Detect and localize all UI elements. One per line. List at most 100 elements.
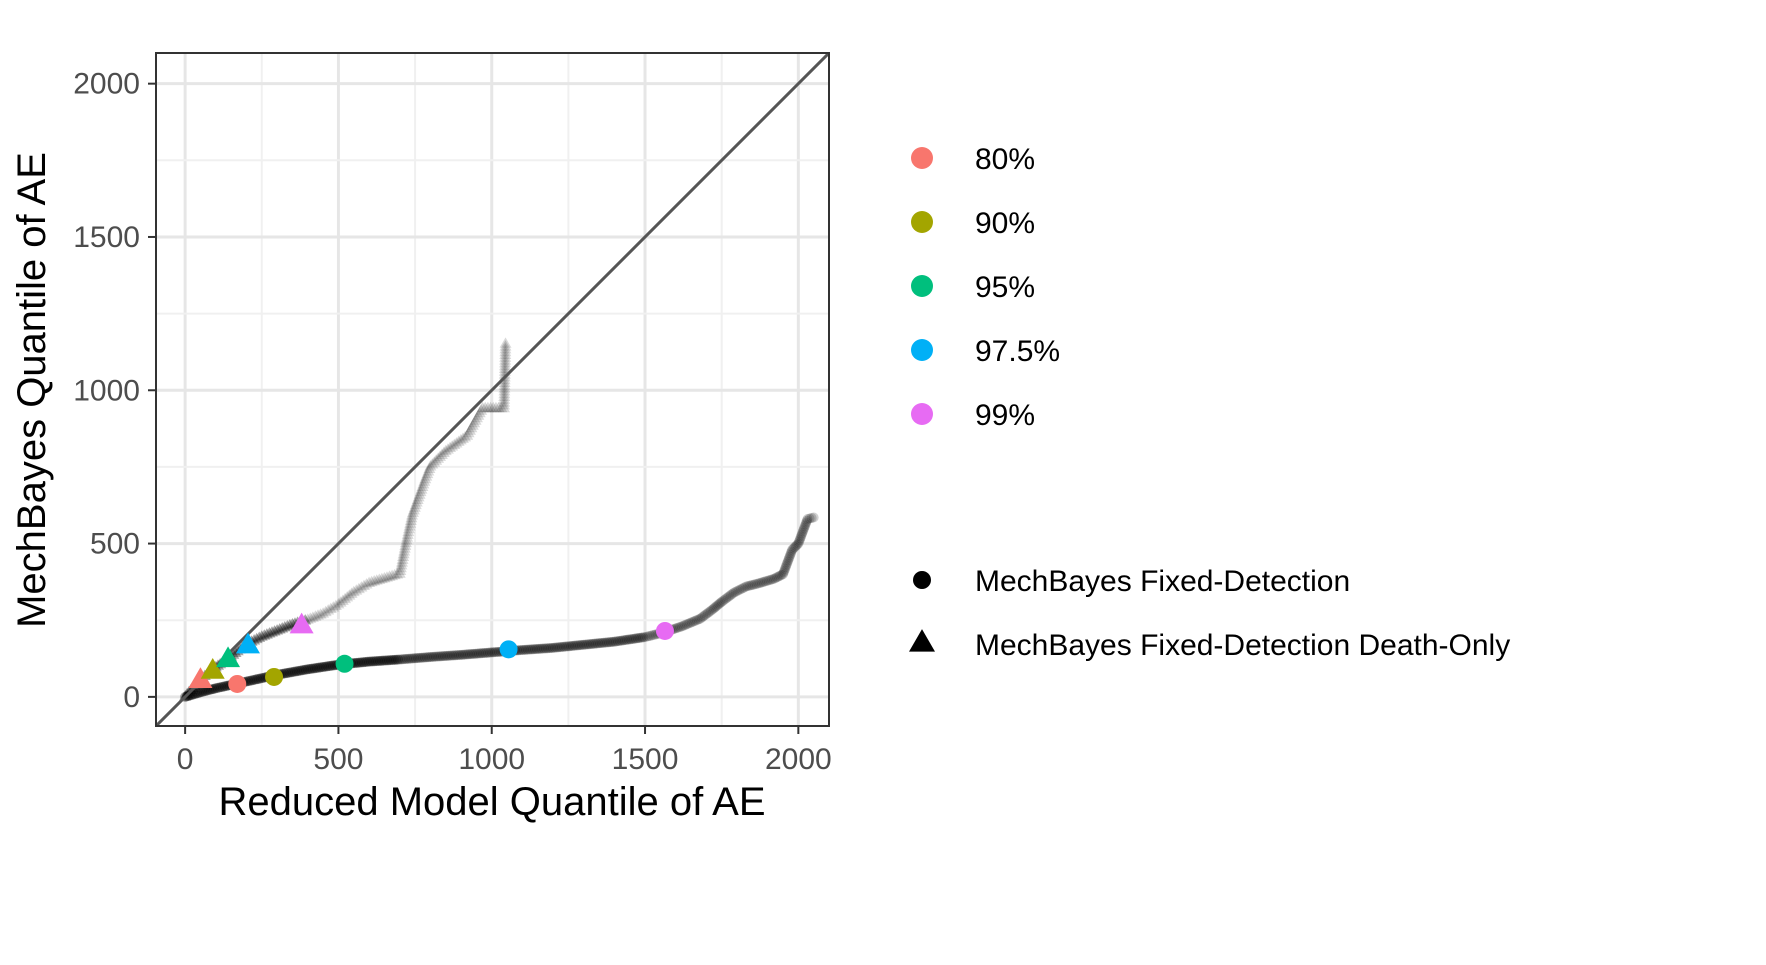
background-circle-point bbox=[770, 573, 781, 584]
background-circle-point bbox=[575, 640, 586, 651]
background-triangle-point bbox=[398, 545, 411, 556]
background-triangle-point bbox=[499, 340, 512, 351]
background-circle-point bbox=[519, 644, 530, 655]
background-triangle-point bbox=[417, 477, 430, 489]
background-circle-point bbox=[218, 681, 229, 692]
quantile-circle-90pct bbox=[265, 667, 284, 686]
background-triangle-point bbox=[473, 406, 486, 418]
background-circle-point bbox=[794, 535, 805, 546]
quantile-triangle-99pct bbox=[289, 612, 314, 634]
background-circle-point bbox=[537, 643, 548, 654]
background-triangle-point bbox=[398, 542, 411, 553]
background-circle-point bbox=[308, 663, 319, 674]
background-circle-point bbox=[403, 653, 414, 664]
background-triangle-point bbox=[412, 490, 425, 502]
background-triangle-point bbox=[499, 345, 512, 357]
background-circle-point bbox=[801, 515, 812, 526]
background-circle-point bbox=[364, 656, 375, 667]
background-triangle-point bbox=[347, 585, 360, 597]
background-circle-point bbox=[783, 553, 794, 564]
background-circle-point bbox=[683, 618, 694, 629]
background-circle-point bbox=[675, 621, 686, 632]
background-circle-point bbox=[582, 639, 593, 650]
background-triangle-point bbox=[499, 357, 512, 368]
background-circle-point bbox=[711, 601, 722, 612]
background-circle-point bbox=[459, 649, 470, 660]
background-circle-point bbox=[427, 651, 438, 662]
background-circle-point bbox=[580, 639, 591, 650]
background-circle-point bbox=[371, 656, 382, 667]
background-circle-point bbox=[638, 632, 649, 643]
background-triangle-point bbox=[276, 622, 289, 633]
background-triangle-point bbox=[498, 382, 511, 393]
background-triangle-point bbox=[378, 571, 391, 583]
background-triangle-point bbox=[324, 602, 337, 614]
background-circle-point bbox=[578, 639, 589, 650]
y-tick-label: 1500 bbox=[73, 221, 140, 254]
background-circle-point bbox=[539, 643, 550, 654]
background-circle-point bbox=[758, 576, 769, 587]
background-triangle-point bbox=[498, 387, 511, 399]
background-triangle-point bbox=[492, 401, 505, 413]
background-triangle-point bbox=[309, 610, 322, 621]
background-circle-point bbox=[618, 635, 629, 646]
quantile-triangle-97-5pct bbox=[235, 632, 260, 654]
background-circle-point bbox=[250, 674, 261, 685]
background-circle-point bbox=[623, 634, 634, 645]
background-circle-point bbox=[470, 648, 481, 659]
background-circle-point bbox=[598, 637, 609, 648]
background-circle-point bbox=[622, 634, 633, 645]
background-circle-point bbox=[252, 674, 263, 685]
background-triangle-point bbox=[404, 517, 417, 528]
background-circle-point bbox=[767, 574, 778, 585]
background-circle-point bbox=[324, 661, 335, 672]
background-triangle-point bbox=[399, 536, 412, 548]
background-circle-point bbox=[607, 636, 618, 647]
background-triangle-point bbox=[448, 438, 461, 449]
highlighted-points bbox=[188, 612, 674, 693]
background-circle-point bbox=[800, 519, 811, 530]
background-circle-point bbox=[671, 623, 682, 634]
background-circle-point bbox=[412, 653, 423, 664]
background-triangle-point bbox=[253, 631, 266, 642]
background-circle-point bbox=[739, 582, 750, 593]
background-circle-point bbox=[479, 647, 490, 658]
background-circle-point bbox=[780, 562, 791, 573]
background-triangle-point bbox=[184, 683, 197, 695]
quantile-circle-95pct bbox=[335, 654, 354, 673]
background-triangle-point bbox=[498, 359, 511, 371]
background-circle-point bbox=[693, 614, 704, 625]
background-circle-point bbox=[436, 651, 447, 662]
background-circle-point bbox=[746, 580, 757, 591]
background-circle-point bbox=[732, 585, 743, 596]
background-triangle-point bbox=[424, 460, 437, 471]
background-circle-point bbox=[195, 687, 206, 698]
background-circle-point bbox=[765, 574, 776, 585]
background-circle-point bbox=[475, 648, 486, 659]
background-triangle-point bbox=[332, 598, 345, 609]
background-circle-point bbox=[255, 673, 266, 684]
quantile-circle-99pct bbox=[655, 621, 674, 640]
background-circle-point bbox=[425, 652, 436, 663]
background-circle-point bbox=[284, 667, 295, 678]
background-circle-point bbox=[365, 656, 376, 667]
background-circle-point bbox=[432, 651, 443, 662]
background-circle-point bbox=[724, 591, 735, 602]
background-triangle-point bbox=[260, 628, 273, 639]
x-axis-title: Reduced Model Quantile of AE bbox=[218, 780, 765, 824]
background-triangle-point bbox=[365, 575, 378, 587]
background-circle-point bbox=[193, 687, 204, 698]
quantile-circle-97-5pct bbox=[499, 640, 518, 659]
background-triangle-point bbox=[498, 385, 511, 396]
background-circle-point bbox=[535, 643, 546, 654]
background-circle-point bbox=[401, 653, 412, 664]
background-circle-point bbox=[781, 558, 792, 569]
background-circle-point bbox=[778, 569, 789, 580]
background-circle-point bbox=[351, 657, 362, 668]
background-circle-point bbox=[587, 638, 598, 649]
background-circle-point bbox=[421, 652, 432, 663]
background-triangle-point bbox=[306, 611, 319, 622]
background-circle-point bbox=[797, 528, 808, 539]
background-circle-point bbox=[636, 632, 647, 643]
background-triangle-point bbox=[357, 579, 370, 591]
